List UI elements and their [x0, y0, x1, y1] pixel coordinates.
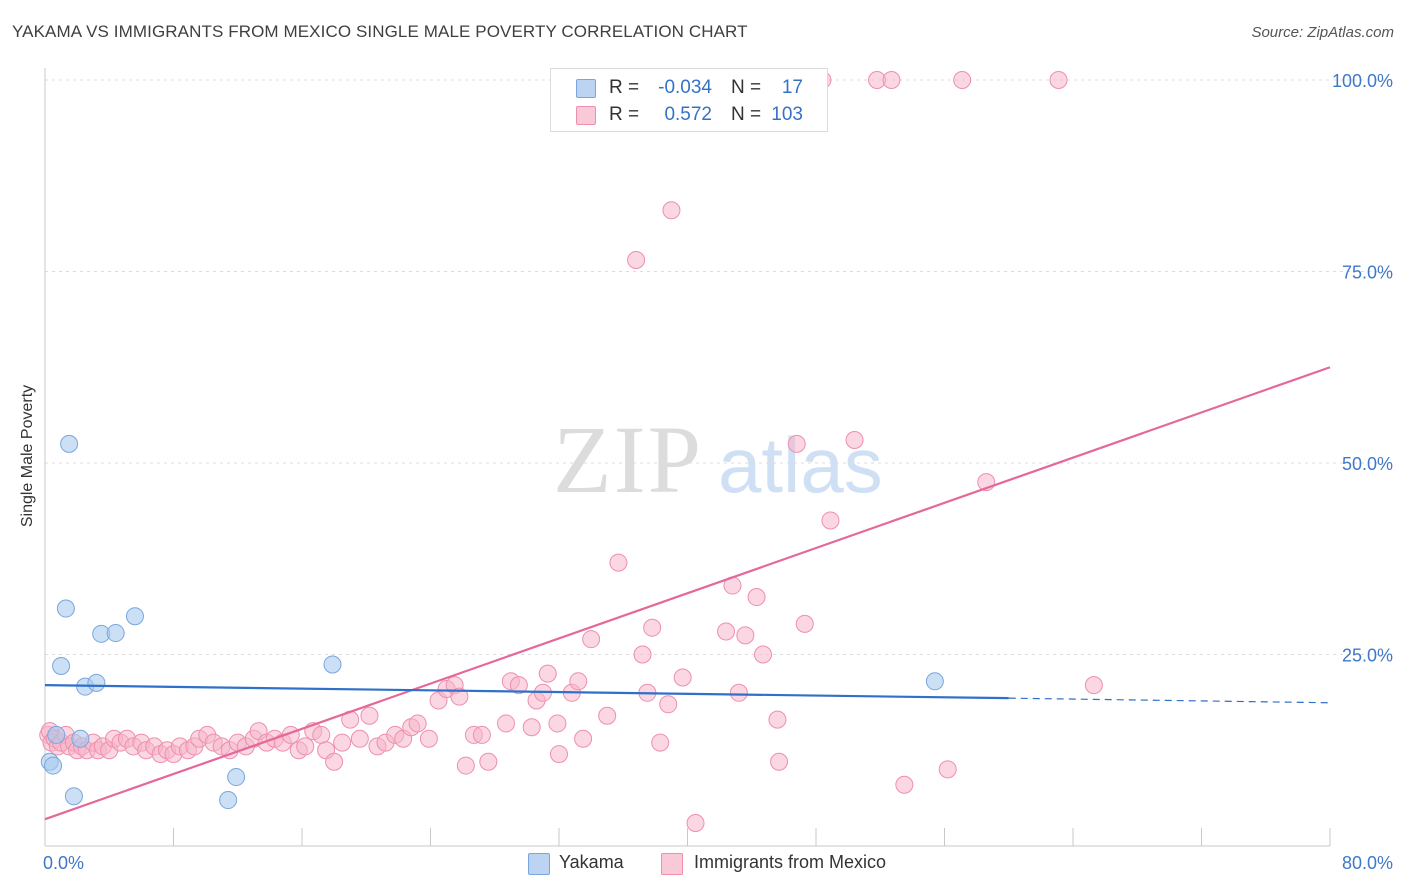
- series-immigrants-from-mexico: [39, 71, 1103, 833]
- watermark-zip: ZIP: [553, 406, 703, 513]
- data-point-immigrants-from-mexico: [350, 729, 369, 748]
- data-point-immigrants-from-mexico: [686, 814, 705, 833]
- data-point-immigrants-from-mexico: [821, 511, 840, 530]
- data-point-immigrants-from-mexico: [312, 725, 331, 744]
- trend-line-immigrants-from-mexico: [44, 366, 1331, 821]
- legend-row-yakama: R = -0.034 N = 17: [551, 75, 827, 101]
- data-point-immigrants-from-mexico: [1084, 676, 1103, 695]
- data-point-immigrants-from-mexico: [717, 622, 736, 641]
- data-point-immigrants-from-mexico: [479, 752, 498, 771]
- data-point-immigrants-from-mexico: [598, 706, 617, 725]
- data-point-immigrants-from-mexico: [845, 431, 864, 450]
- data-point-immigrants-from-mexico: [522, 718, 541, 737]
- data-point-immigrants-from-mexico: [333, 733, 352, 752]
- data-point-yakama: [56, 599, 75, 618]
- data-point-yakama: [227, 768, 246, 787]
- data-point-immigrants-from-mexico: [574, 729, 593, 748]
- y-tick-label: 75.0%: [1342, 263, 1393, 283]
- data-point-immigrants-from-mexico: [456, 756, 475, 775]
- trend-line-yakama: [44, 684, 1009, 700]
- data-point-immigrants-from-mexico: [538, 664, 557, 683]
- data-point-immigrants-from-mexico: [795, 614, 814, 633]
- data-point-immigrants-from-mexico: [787, 434, 806, 453]
- legend-swatch-blue: [528, 853, 550, 875]
- data-point-yakama: [925, 672, 944, 691]
- data-point-immigrants-from-mexico: [408, 714, 427, 733]
- data-point-yakama: [71, 729, 90, 748]
- data-point-immigrants-from-mexico: [651, 733, 670, 752]
- data-point-immigrants-from-mexico: [747, 588, 766, 607]
- data-point-immigrants-from-mexico: [729, 683, 748, 702]
- zipatlas-watermark: ZIP atlas: [553, 406, 883, 513]
- series-yakama: [40, 434, 944, 810]
- data-point-immigrants-from-mexico: [548, 714, 567, 733]
- data-point-yakama: [44, 756, 63, 775]
- data-point-immigrants-from-mexico: [633, 645, 652, 664]
- legend-r-value: 0.572: [664, 104, 712, 125]
- source-label: Source: ZipAtlas.com: [1251, 24, 1394, 41]
- legend-n-value: 103: [771, 104, 803, 125]
- tick-labels: 25.0% 50.0% 75.0% 100.0% 0.0% 80.0%: [43, 71, 1393, 873]
- data-point-immigrants-from-mexico: [496, 714, 515, 733]
- data-point-yakama: [125, 607, 144, 626]
- data-point-immigrants-from-mexico: [753, 645, 772, 664]
- data-point-immigrants-from-mexico: [938, 760, 957, 779]
- gridlines: [45, 79, 1392, 655]
- data-point-immigrants-from-mexico: [550, 745, 568, 764]
- data-point-immigrants-from-mexico: [882, 71, 901, 89]
- legend-label-yakama: Yakama: [559, 852, 624, 872]
- data-point-immigrants-from-mexico: [770, 752, 789, 771]
- y-tick-label: 50.0%: [1342, 454, 1393, 474]
- legend-n-label: N =: [731, 104, 762, 125]
- data-point-yakama: [219, 791, 238, 810]
- data-point-immigrants-from-mexico: [659, 695, 678, 714]
- chart-title: YAKAMA VS IMMIGRANTS FROM MEXICO SINGLE …: [12, 22, 748, 41]
- data-point-immigrants-from-mexico: [673, 668, 692, 687]
- data-point-immigrants-from-mexico: [509, 676, 528, 695]
- data-point-immigrants-from-mexico: [450, 687, 469, 706]
- correlation-legend: R = -0.034 N = 17 R = 0.572 N = 103: [550, 68, 828, 132]
- data-point-yakama: [60, 434, 79, 453]
- legend-r-label: R =: [609, 77, 640, 98]
- data-point-yakama: [323, 655, 342, 674]
- trend-lines: [44, 366, 1331, 821]
- data-point-immigrants-from-mexico: [627, 251, 646, 270]
- data-point-immigrants-from-mexico: [609, 553, 628, 572]
- data-point-immigrants-from-mexico: [768, 710, 787, 729]
- legend-swatch-pink: [661, 853, 683, 875]
- data-point-immigrants-from-mexico: [582, 630, 601, 649]
- data-point-immigrants-from-mexico: [736, 626, 755, 645]
- trend-line-yakama-extension: [1008, 697, 1331, 704]
- data-point-immigrants-from-mexico: [360, 706, 379, 725]
- legend-r-label: R =: [609, 104, 640, 125]
- x-tick-label: 0.0%: [43, 853, 84, 873]
- data-point-immigrants-from-mexico: [569, 672, 588, 691]
- legend-r-value: -0.034: [658, 77, 712, 98]
- data-point-yakama: [106, 624, 125, 643]
- data-point-immigrants-from-mexico: [895, 775, 914, 794]
- data-point-yakama: [87, 673, 106, 692]
- data-point-yakama: [52, 656, 71, 675]
- legend-n-label: N =: [731, 77, 762, 98]
- axes: [44, 68, 1331, 847]
- data-point-immigrants-from-mexico: [643, 618, 662, 637]
- legend-label-mexico: Immigrants from Mexico: [694, 852, 887, 872]
- data-point-immigrants-from-mexico: [662, 201, 681, 220]
- x-tick-label: 80.0%: [1342, 853, 1393, 873]
- data-point-immigrants-from-mexico: [296, 737, 315, 756]
- data-point-immigrants-from-mexico: [1049, 71, 1068, 89]
- y-tick-label: 25.0%: [1342, 646, 1393, 666]
- data-point-immigrants-from-mexico: [472, 725, 491, 744]
- data-point-yakama: [47, 725, 66, 744]
- legend-swatch-blue: [576, 79, 596, 98]
- data-point-immigrants-from-mexico: [953, 71, 972, 89]
- data-point-immigrants-from-mexico: [325, 752, 344, 771]
- legend-swatch-pink: [576, 106, 596, 125]
- data-point-yakama: [64, 787, 83, 806]
- legend-row-mexico: R = 0.572 N = 103: [551, 102, 827, 128]
- data-point-immigrants-from-mexico: [419, 729, 438, 748]
- legend-n-value: 17: [781, 77, 803, 98]
- y-tick-label: 100.0%: [1332, 71, 1393, 91]
